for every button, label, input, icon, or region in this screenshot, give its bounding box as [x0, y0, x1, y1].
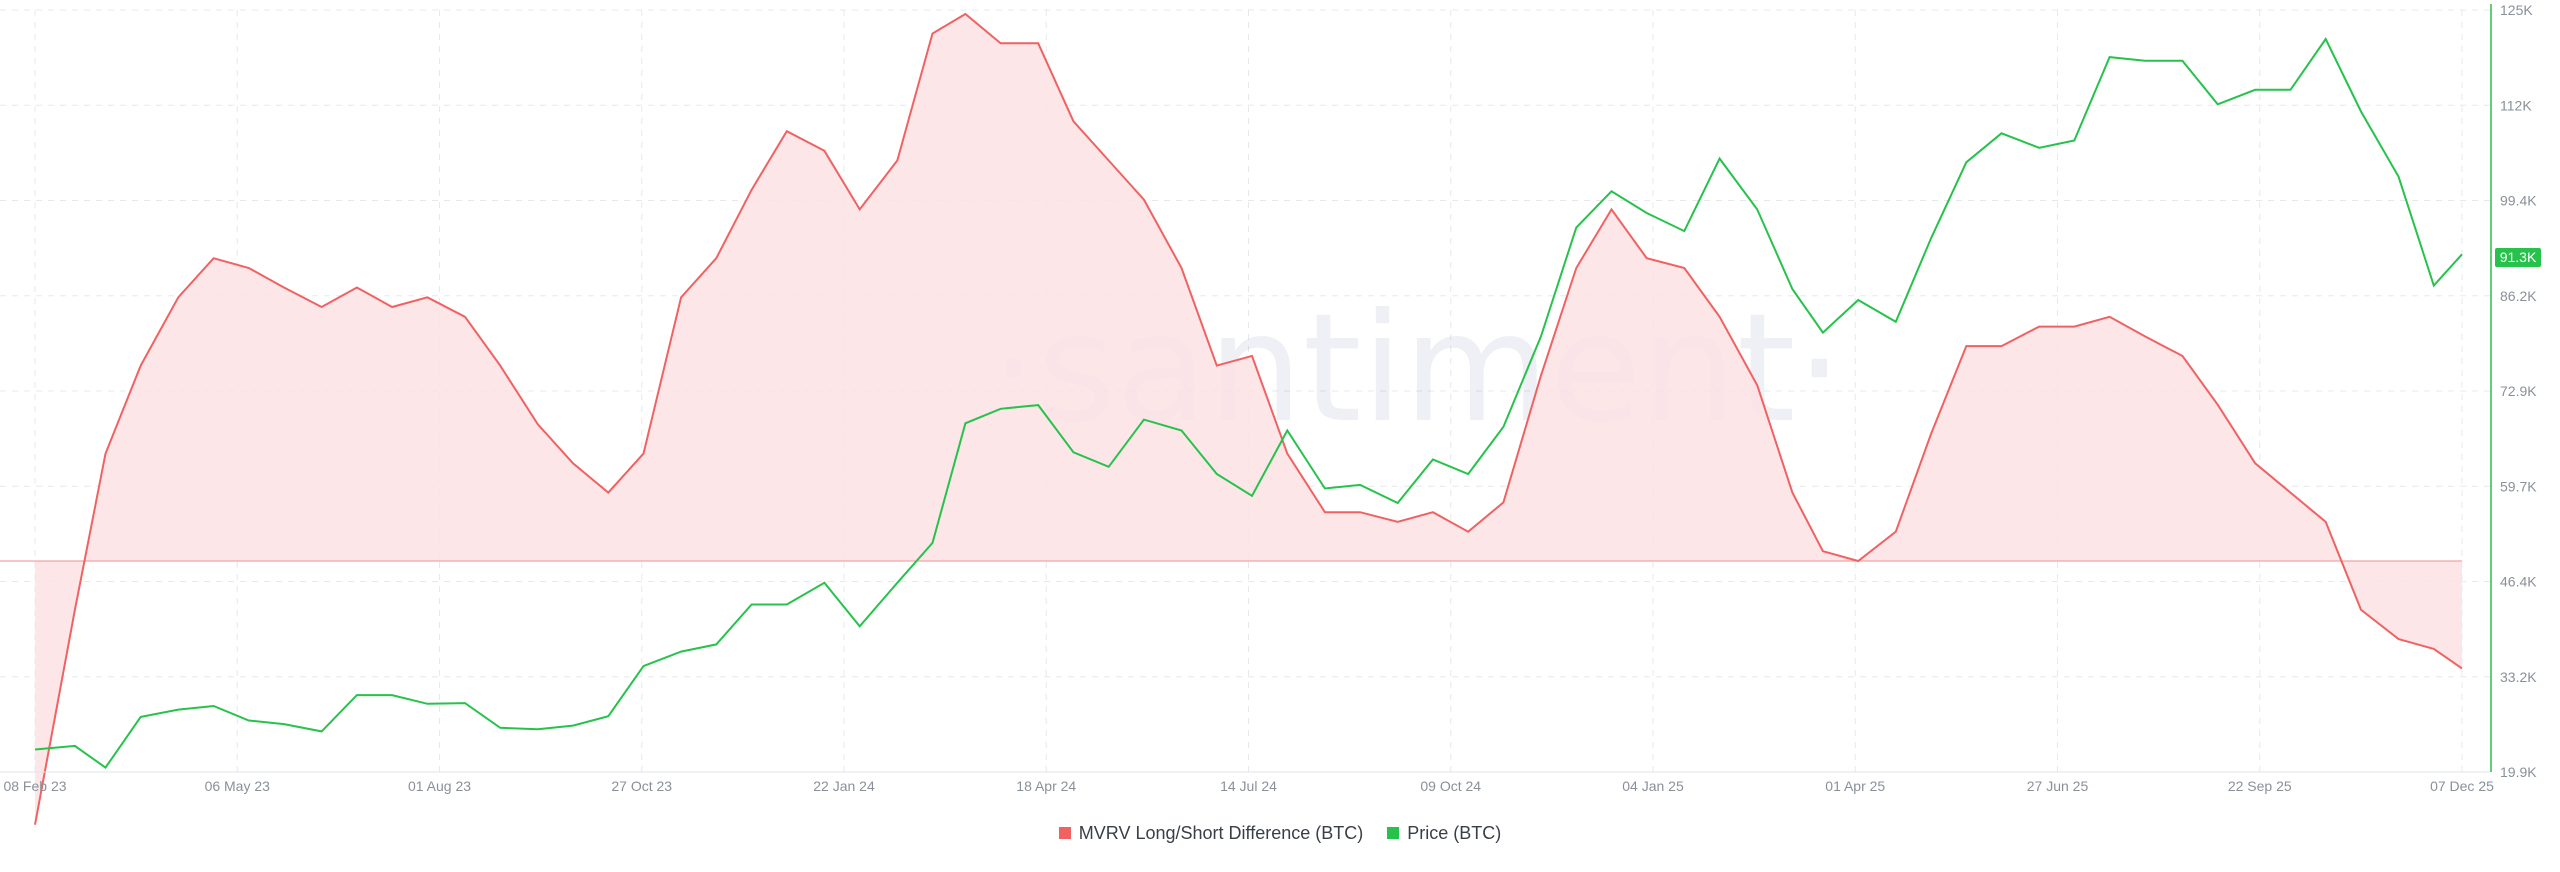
y-tick-label: 125K: [2500, 2, 2533, 18]
y-tick-label: 46.4K: [2500, 574, 2537, 590]
x-tick-label: 22 Jan 24: [813, 778, 875, 794]
legend-label-price: Price (BTC): [1407, 822, 1502, 843]
x-tick-label: 07 Dec 25: [2430, 778, 2494, 794]
x-tick-label: 06 May 23: [205, 778, 271, 794]
x-tick-label: 04 Jan 25: [1622, 778, 1684, 794]
y-tick-label: 86.2K: [2500, 288, 2537, 304]
mvrv-line: [34, 12, 2463, 825]
legend-swatch-price: [1387, 827, 1400, 839]
y-tick-label: 99.4K: [2500, 193, 2537, 209]
y-tick-label: 19.9K: [2500, 764, 2537, 780]
price-badge-text: 91.3K: [2500, 249, 2537, 265]
x-tick-label: 18 Apr 24: [1016, 778, 1076, 794]
legend-item-price[interactable]: Price (BTC): [1387, 823, 1501, 844]
y-tick-label: 112K: [2500, 97, 2532, 113]
x-tick-label: 01 Apr 25: [1825, 778, 1885, 794]
legend-swatch-mvrv: [1058, 827, 1071, 839]
mvrv-series-layer: [0, 12, 2463, 825]
price-line: [34, 37, 2463, 769]
x-tick-label: 09 Oct 24: [1420, 778, 1481, 794]
x-tick-label: 08 Feb 23: [3, 778, 66, 794]
x-tick-label: 22 Sep 25: [2228, 778, 2292, 794]
y-tick-label: 72.9K: [2500, 383, 2537, 399]
x-tick-label: 14 Jul 24: [1220, 778, 1277, 794]
legend-item-mvrv[interactable]: MVRV Long/Short Difference (BTC): [1058, 822, 1364, 844]
x-tick-label: 27 Oct 23: [611, 778, 672, 794]
price-badge-bg: [2495, 248, 2541, 267]
legend: MVRV Long/Short Difference (BTC) Price (…: [0, 818, 2560, 848]
price-badge-layer: 91.3K: [2495, 248, 2541, 267]
y-tick-label: 33.2K: [2500, 669, 2537, 685]
legend-label-mvrv: MVRV Long/Short Difference (BTC): [1078, 822, 1364, 843]
price-series-layer: [34, 37, 2463, 769]
x-tick-label: 27 Jun 25: [2027, 778, 2089, 794]
x-tick-label: 01 Aug 23: [408, 778, 471, 794]
axis-layer: 19.9K 33.2K 46.4K 59.7K 72.9K 86.2K 99.4K 112K 1…: [0, 2, 2537, 794]
mvrv-area: [35, 14, 2462, 825]
y-tick-label: 59.7K: [2500, 478, 2537, 494]
